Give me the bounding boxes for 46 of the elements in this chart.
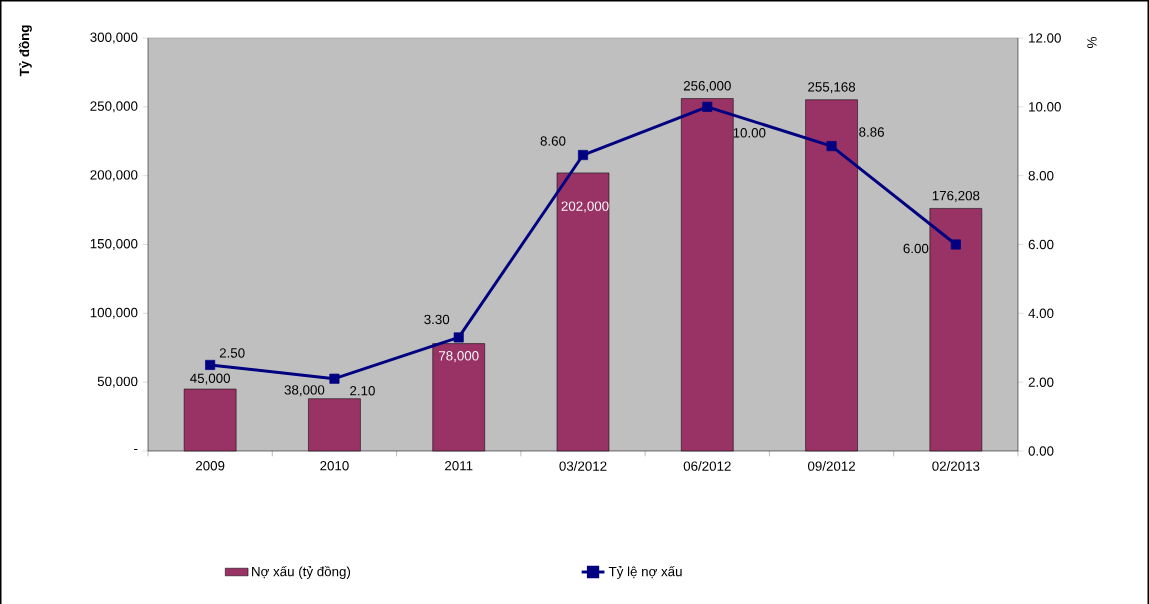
y-axis-title: Tỷ đồng	[18, 25, 32, 77]
data-label: 176,208	[932, 190, 980, 202]
y-tick-label: 250,000	[90, 101, 138, 113]
data-label: 78,000	[439, 351, 479, 363]
y-tick-label: 150,000	[90, 239, 138, 251]
x-tick-label: 02/2013	[932, 461, 980, 471]
x-tick-label: 2009	[195, 461, 225, 471]
data-label: 2.10	[350, 386, 375, 396]
y2-tick-label: 4.00	[1028, 308, 1054, 319]
y2-tick-label: 6.00	[1028, 239, 1054, 250]
y2-tick-label: 2.00	[1028, 377, 1054, 387]
point	[950, 239, 961, 250]
y-tick-label: 50,000	[97, 376, 138, 388]
y2-tick-label: 10.00	[1029, 102, 1061, 112]
y-tick-label: -	[134, 448, 138, 450]
legend-label: Tỷ lệ nợ xấu	[608, 565, 682, 579]
point	[453, 332, 464, 343]
data-label: 256,000	[683, 81, 731, 93]
y2-axis-title: %	[1087, 36, 1097, 48]
point	[702, 101, 713, 112]
data-label: 8.86	[859, 127, 884, 137]
y2-tick-label: 8.00	[1028, 170, 1054, 181]
data-label: 10.00	[733, 128, 766, 138]
data-label: 202,000	[561, 201, 609, 213]
y2-tick-label: 0.00	[1028, 446, 1054, 456]
y-tick-label: 200,000	[90, 170, 138, 182]
y-tick-label: 100,000	[90, 307, 138, 319]
x-tick-label: 2010	[320, 461, 349, 471]
point	[578, 150, 589, 161]
data-label: 45,000	[190, 373, 231, 385]
data-label: 38,000	[284, 385, 325, 397]
legend-label: Nợ xấu (tỷ đồng)	[252, 565, 351, 579]
y-tick-label: 300,000	[90, 32, 138, 44]
data-label: 8.60	[540, 136, 566, 146]
data-label: 6.00	[903, 243, 929, 254]
x-tick-label: 2011	[445, 461, 473, 471]
data-label: 2.50	[219, 348, 245, 358]
data-label: 255,168	[808, 82, 856, 94]
data-label: 3.30	[424, 314, 450, 325]
point	[826, 141, 837, 152]
point	[205, 359, 216, 370]
x-tick-label: 09/2012	[807, 461, 855, 471]
point	[329, 373, 340, 384]
y2-tick-label: 12.00	[1029, 33, 1061, 43]
x-tick-label: 06/2012	[683, 461, 731, 471]
x-tick-label: 03/2012	[559, 461, 607, 471]
